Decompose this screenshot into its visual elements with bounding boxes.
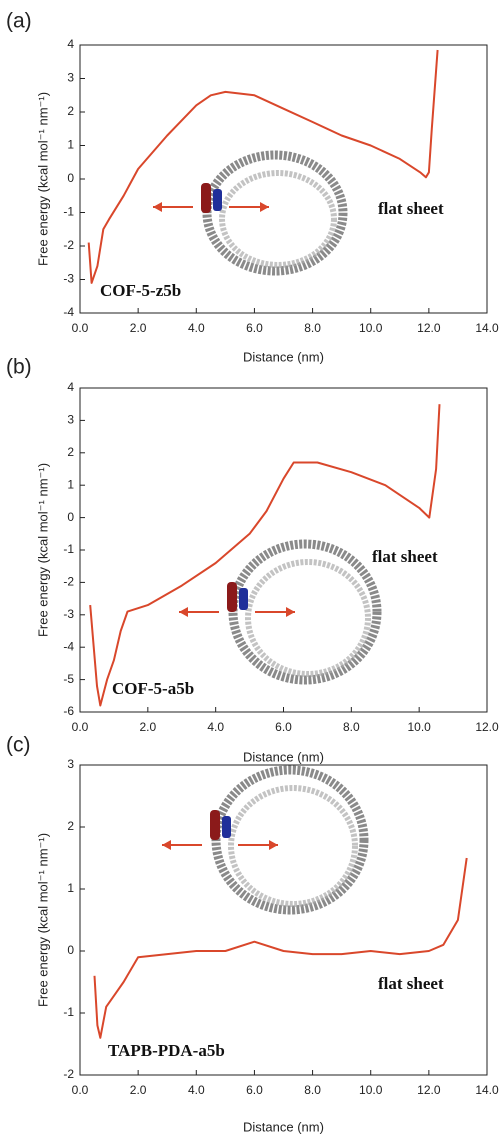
sheet-ring-inner	[219, 170, 337, 268]
x-tick-label: 12.0	[475, 720, 499, 734]
y-tick-label: -1	[63, 1005, 74, 1019]
x-tick-label: 0.0	[72, 1083, 89, 1097]
y-tick-label: 0	[67, 943, 74, 957]
annotation: COF-5-a5b	[112, 679, 194, 698]
y-tick-label: -6	[63, 704, 74, 718]
x-tick-label: 6.0	[246, 321, 263, 335]
arrow-head	[286, 607, 295, 617]
y-tick-label: -4	[63, 639, 74, 653]
x-tick-label: 12.0	[417, 321, 441, 335]
y-tick-label: 2	[67, 819, 74, 833]
arrow-head	[179, 607, 188, 617]
y-tick-label: -2	[63, 1067, 74, 1081]
y-tick-label: 3	[67, 757, 74, 771]
arrow-head	[260, 202, 269, 212]
y-tick-label: 0	[67, 510, 74, 524]
x-axis-label: Distance (nm)	[243, 1119, 324, 1134]
x-tick-label: 2.0	[130, 321, 147, 335]
x-tick-label: 0.0	[72, 321, 89, 335]
y-tick-label: -3	[63, 607, 74, 621]
sheet-edge-blue	[222, 816, 231, 838]
annotation: COF-5-z5b	[100, 281, 181, 300]
y-tick-label: -2	[63, 575, 74, 589]
y-tick-label: 1	[67, 881, 74, 895]
annotation: flat sheet	[372, 547, 438, 566]
y-tick-label: -4	[63, 305, 74, 319]
y-tick-label: 3	[67, 71, 74, 85]
y-tick-label: -3	[63, 272, 74, 286]
y-tick-label: -2	[63, 238, 74, 252]
free-energy-line	[89, 404, 441, 707]
x-tick-label: 8.0	[304, 321, 321, 335]
x-tick-label: 10.0	[407, 720, 431, 734]
panel-label: (a)	[6, 10, 32, 33]
y-axis-label: Free energy (kcal mol⁻¹ nm⁻¹)	[35, 92, 50, 266]
x-tick-label: 10.0	[359, 321, 383, 335]
x-tick-label: 14.0	[475, 1083, 499, 1097]
x-tick-label: 6.0	[275, 720, 292, 734]
y-tick-label: -1	[63, 205, 74, 219]
annotation: flat sheet	[378, 974, 444, 993]
x-tick-label: 10.0	[359, 1083, 383, 1097]
sheet-edge-blue	[239, 588, 248, 610]
x-tick-label: 6.0	[246, 1083, 263, 1097]
y-tick-label: 3	[67, 413, 74, 427]
x-tick-label: 2.0	[139, 720, 156, 734]
x-axis-label: Distance (nm)	[243, 349, 324, 364]
y-tick-label: 1	[67, 138, 74, 152]
sheet-ring	[202, 150, 348, 276]
y-tick-label: -5	[63, 672, 74, 686]
x-axis-label: Distance (nm)	[243, 749, 324, 764]
y-tick-label: 4	[67, 37, 74, 51]
x-tick-label: 8.0	[343, 720, 360, 734]
y-axis-label: Free energy (kcal mol⁻¹ nm⁻¹)	[35, 833, 50, 1007]
sheet-edge-red	[227, 582, 237, 612]
sheet-ring-inner	[228, 785, 358, 907]
x-tick-label: 12.0	[417, 1083, 441, 1097]
x-tick-label: 0.0	[72, 720, 89, 734]
sheet-ring	[228, 539, 382, 685]
x-tick-label: 4.0	[188, 321, 205, 335]
panel-label: (c)	[6, 734, 31, 757]
plot-frame	[79, 764, 488, 1076]
sheet-ring-inner	[245, 559, 371, 677]
y-tick-label: 2	[67, 445, 74, 459]
x-tick-label: 2.0	[130, 1083, 147, 1097]
annotation: TAPB-PDA-a5b	[108, 1041, 225, 1060]
y-tick-label: 0	[67, 171, 74, 185]
x-tick-label: 4.0	[188, 1083, 205, 1097]
panel-label: (b)	[6, 356, 32, 379]
y-tick-label: 4	[67, 380, 74, 394]
x-tick-label: 4.0	[207, 720, 224, 734]
sheet-edge-red	[210, 810, 220, 840]
y-tick-label: -1	[63, 542, 74, 556]
x-tick-label: 8.0	[304, 1083, 321, 1097]
free-energy-line	[93, 857, 468, 1039]
arrow-head	[153, 202, 162, 212]
arrow-head	[162, 840, 171, 850]
sheet-edge-blue	[213, 189, 222, 211]
free-energy-line	[87, 49, 439, 284]
annotation: flat sheet	[378, 199, 444, 218]
y-tick-label: 2	[67, 104, 74, 118]
arrow-head	[269, 840, 278, 850]
x-tick-label: 14.0	[475, 321, 499, 335]
y-axis-label: Free energy (kcal mol⁻¹ nm⁻¹)	[35, 463, 50, 637]
sheet-edge-red	[201, 183, 211, 213]
y-tick-label: 1	[67, 477, 74, 491]
